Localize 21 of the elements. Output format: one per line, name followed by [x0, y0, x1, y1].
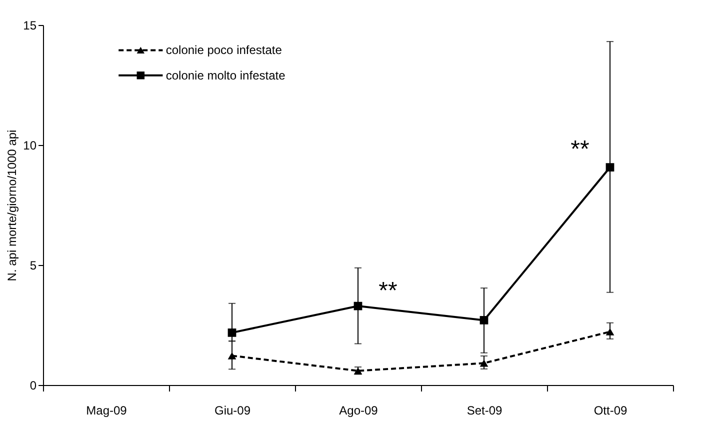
point: [606, 328, 614, 336]
x-tick-label: Giu-09: [214, 404, 251, 418]
y-axis-title: N. api morte/giorno/1000 api: [5, 130, 20, 282]
x-tick-label: Ago-09: [339, 404, 378, 418]
point: [354, 302, 362, 310]
y-tick-label: 5: [30, 258, 37, 272]
annotation: **: [570, 136, 590, 163]
point: [228, 328, 236, 337]
point: [480, 316, 488, 324]
y-tick-label: 0: [30, 378, 37, 392]
x-tick-label: Ott-09: [594, 404, 628, 418]
point: [606, 163, 614, 172]
annotation: **: [378, 277, 398, 304]
x-tick-label: Set-09: [466, 404, 502, 418]
point: [480, 360, 488, 367]
y-tick-label: 10: [23, 138, 37, 152]
point: [228, 352, 236, 360]
x-tick-label: Mag-09: [86, 404, 128, 418]
y-tick-label: 15: [23, 18, 37, 32]
legend-label: colonie poco infestate: [166, 43, 282, 58]
legend-label: colonie molto infestate: [166, 68, 286, 82]
